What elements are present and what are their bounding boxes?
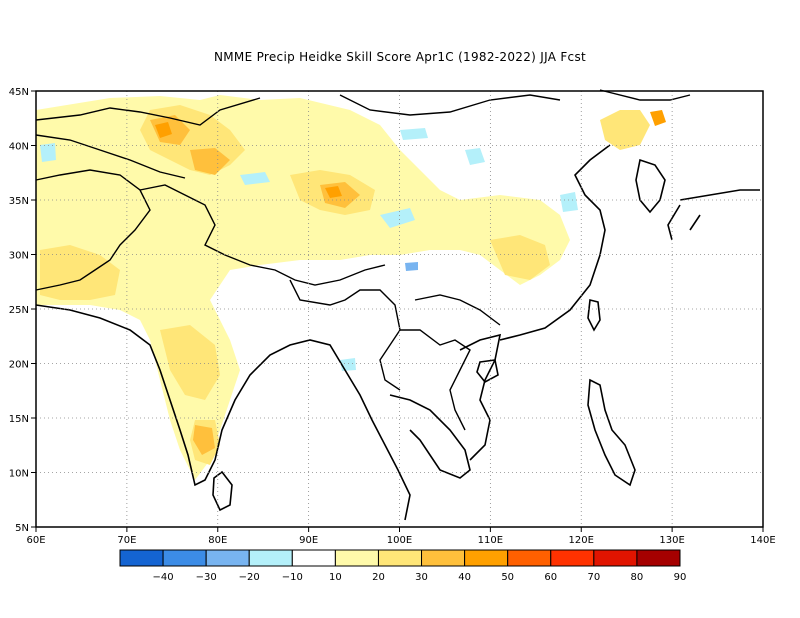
border-line [139, 184, 386, 286]
skill-patch [380, 208, 415, 228]
coastline-philippines [587, 378, 636, 487]
lon-tick-label: 110E [478, 535, 503, 546]
colorbar-label: −30 [196, 572, 217, 583]
skill-patch [160, 325, 220, 400]
coastline-japan [667, 189, 760, 241]
colorbar-swatch [291, 549, 336, 567]
border-line [289, 279, 401, 391]
lon-tick-label: 80E [208, 535, 227, 546]
coastline-sri-lanka [212, 470, 233, 512]
skill-patch [36, 95, 570, 480]
colorbar-label: 90 [674, 572, 687, 583]
chart-title: NMME Precip Heidke Skill Score Apr1C (19… [213, 50, 587, 64]
skill-patch [240, 172, 270, 185]
colorbar-label: 60 [544, 572, 557, 583]
coastline-india [35, 304, 411, 521]
lon-tick-label: 120E [569, 535, 594, 546]
colorbar-swatch [464, 549, 509, 567]
skill-score-fill [36, 95, 666, 480]
lat-tick-label: 25N [9, 305, 29, 316]
colorbar-label: 40 [458, 572, 471, 583]
lon-tick-label: 100E [387, 535, 412, 546]
border-line [414, 294, 501, 326]
coastline-indochina [389, 394, 471, 479]
colorbar-label: 10 [329, 572, 342, 583]
lat-tick-label: 20N [9, 360, 29, 371]
lon-tick-label: 130E [659, 535, 684, 546]
colorbar-swatch [248, 549, 293, 567]
border-line [35, 169, 151, 291]
lat-tick-label: 35N [9, 196, 29, 207]
skill-patch [155, 122, 172, 138]
coastline-hainan [476, 359, 499, 384]
coastline-china [499, 144, 611, 341]
lon-tick-label: 140E [750, 535, 775, 546]
colorbar-label: 50 [501, 572, 514, 583]
colorbar-swatch [593, 549, 638, 567]
skill-patch [325, 186, 342, 198]
lon-tick-label: 70E [117, 535, 136, 546]
colorbar-swatch [507, 549, 552, 567]
lon-tick-label: 90E [299, 535, 318, 546]
colorbar-label: 80 [631, 572, 644, 583]
colorbar-swatch [119, 549, 164, 567]
border-line [599, 89, 691, 101]
lat-tick-label: 45N [9, 87, 29, 98]
coastline-korea [635, 158, 666, 214]
lon-tick-label: 60E [26, 535, 45, 546]
lat-tick-label: 10N [9, 469, 29, 480]
coastline-vietnam [459, 333, 502, 461]
colorbar-label: −40 [153, 572, 174, 583]
colorbar: −40 −30 −20 −10 10 20 30 40 50 60 70 80 90 [119, 549, 687, 583]
coastline-taiwan [587, 299, 601, 332]
colorbar-swatch [334, 549, 379, 567]
coastlines-and-borders [35, 89, 760, 521]
colorbar-label: 70 [587, 572, 600, 583]
axis-ticks: 60E 70E 80E 90E 100E 110E 120E 130E 140E 5N 10N 15N… [9, 87, 776, 546]
colorbar-swatch [205, 549, 250, 567]
colorbar-label: 20 [372, 572, 385, 583]
skill-patch [490, 235, 550, 280]
colorbar-swatch [377, 549, 423, 567]
lat-tick-label: 15N [9, 414, 29, 425]
lat-tick-label: 5N [15, 523, 29, 534]
colorbar-swatch [636, 549, 681, 567]
skill-patch [650, 110, 666, 126]
skill-patch [190, 148, 230, 175]
colorbar-swatch [162, 549, 207, 567]
map-gridlines [36, 91, 763, 527]
skill-patch [600, 110, 650, 150]
lat-tick-label: 40N [9, 142, 29, 153]
colorbar-label: −10 [282, 572, 303, 583]
border-line [400, 329, 471, 431]
lat-tick-label: 30N [9, 251, 29, 262]
skill-patch [560, 192, 578, 212]
colorbar-label: 30 [415, 572, 428, 583]
skill-patch [405, 262, 418, 271]
skill-patch [40, 245, 120, 300]
colorbar-swatch [421, 549, 466, 567]
skill-patch [400, 128, 428, 140]
skill-patch [193, 425, 215, 455]
border-line [339, 94, 561, 116]
skill-patch [465, 148, 485, 165]
skill-patch [40, 143, 56, 162]
colorbar-swatch [550, 549, 595, 567]
border-line [35, 97, 261, 126]
border-line [35, 134, 186, 179]
colorbar-label: −20 [239, 572, 260, 583]
